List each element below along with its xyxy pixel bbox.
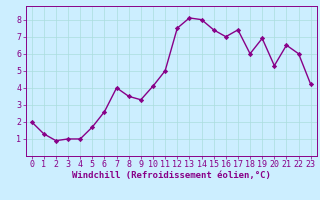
X-axis label: Windchill (Refroidissement éolien,°C): Windchill (Refroidissement éolien,°C) — [72, 171, 271, 180]
